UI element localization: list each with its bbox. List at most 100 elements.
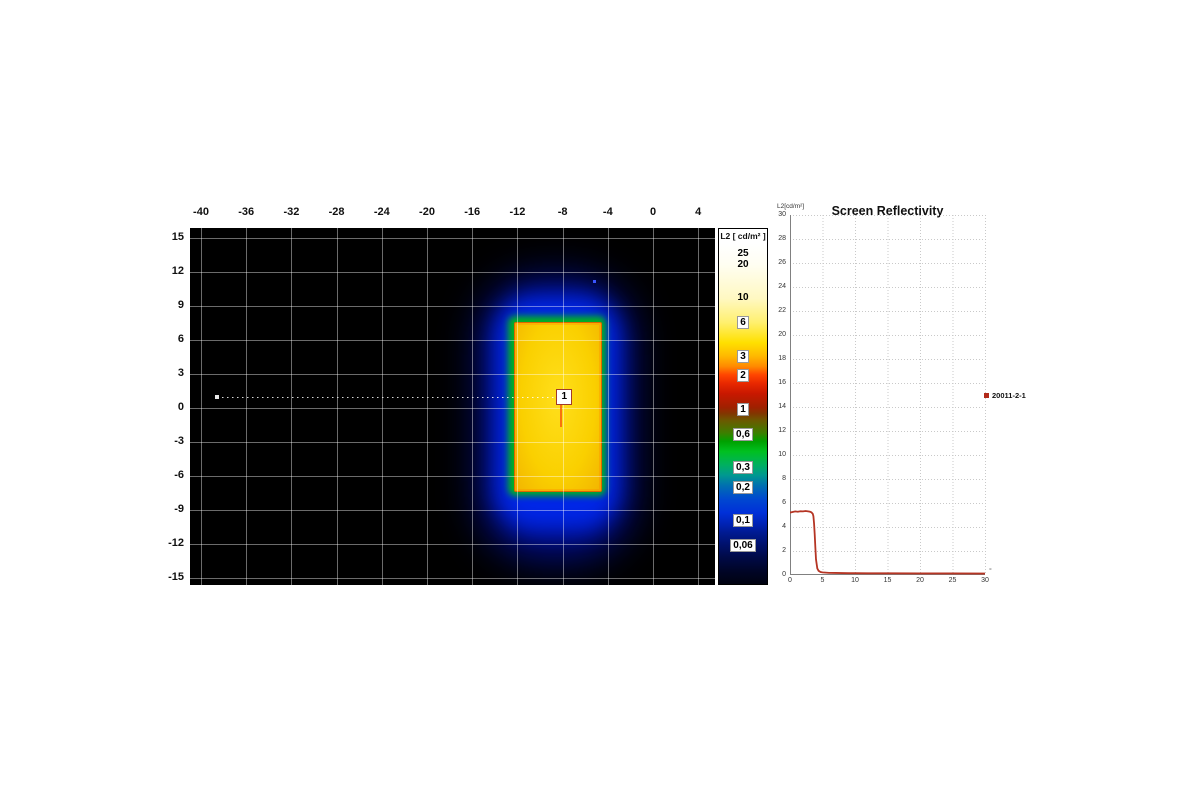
gridline-vertical xyxy=(472,228,474,585)
reflectivity-x-tick: 0 xyxy=(788,577,792,584)
gridline-horizontal xyxy=(190,441,715,443)
colorbar-title: L2 [ cd/m² ] xyxy=(720,231,766,241)
gridline-vertical xyxy=(562,228,564,585)
x-tick-label: -36 xyxy=(238,206,255,218)
x-tick-label: 0 xyxy=(649,206,657,218)
reflectivity-y-tick: 12 xyxy=(778,427,786,434)
reflectivity-curve xyxy=(789,510,986,575)
y-tick-label: -12 xyxy=(168,536,184,549)
legend-marker xyxy=(984,393,989,398)
grid-layer xyxy=(190,228,715,585)
reflectivity-y-tick: 6 xyxy=(782,499,786,506)
x-tick-label: -12 xyxy=(509,206,526,218)
gridline-horizontal xyxy=(190,373,715,375)
colorbar-label: 10 xyxy=(719,292,767,304)
x-tick-label: -4 xyxy=(602,206,613,218)
measurement-line-start-dot xyxy=(214,394,219,399)
y-tick-label: -15 xyxy=(168,570,184,583)
colorbar: L2 [ cd/m² ] 25 20 10 6 3 2 1 0,6 0,3 0,2 0,1 0,06 xyxy=(718,228,768,585)
y-tick-label: 0 xyxy=(177,400,184,413)
colorbar-label-text: 20 xyxy=(737,258,749,270)
gridline-vertical xyxy=(698,228,700,585)
x-tick-label: -32 xyxy=(283,206,300,218)
gridline-vertical xyxy=(427,228,428,585)
gridline-horizontal xyxy=(190,305,715,307)
y-tick-label: -9 xyxy=(174,502,184,515)
gridline-vertical xyxy=(336,228,338,585)
colorbar-label-text: 0,3 xyxy=(733,461,753,475)
reflectivity-y-tick: 2 xyxy=(782,547,786,554)
y-tick-label: 3 xyxy=(177,366,184,379)
colorbar-label: 0,6 xyxy=(719,427,767,441)
y-tick-label: 9 xyxy=(177,298,184,311)
gridline-horizontal xyxy=(190,509,715,511)
colorbar-label: 0,06 xyxy=(719,538,767,552)
reflectivity-y-tick: 26 xyxy=(778,259,786,266)
reflectivity-plot xyxy=(789,215,986,575)
colorbar-label-text: 6 xyxy=(737,316,749,330)
x-axis-unit: ° xyxy=(989,568,992,575)
colorbar-label-text: 3 xyxy=(737,349,749,363)
reflectivity-x-tick: 5 xyxy=(820,577,825,584)
colorbar-label-text: 0,6 xyxy=(733,427,753,441)
gridline-vertical xyxy=(653,228,654,585)
y-tick-label: 6 xyxy=(177,332,184,345)
region-marker-1[interactable]: 1 xyxy=(556,388,573,405)
gridline-vertical xyxy=(201,228,202,585)
reflectivity-x-tick: 20 xyxy=(916,577,924,584)
colorbar-label-text: 25 xyxy=(737,248,749,259)
reflectivity-y-tick: 24 xyxy=(778,283,786,290)
gridline-vertical xyxy=(246,228,248,585)
reflectivity-y-tick: 22 xyxy=(778,307,786,314)
reflectivity-x-tick: 25 xyxy=(948,577,957,584)
legend: 20011-2-1 xyxy=(984,391,1026,400)
colorbar-label: 3 xyxy=(719,349,767,363)
colorbar-label: 0,3 xyxy=(719,461,767,475)
legend-series-label: 20011-2-1 xyxy=(992,391,1026,400)
reflectivity-y-tick: 4 xyxy=(782,523,786,530)
colorbar-label-text: 2 xyxy=(737,369,749,383)
colorbar-label: 2 xyxy=(719,369,767,383)
gridline-horizontal xyxy=(190,339,715,341)
region-marker-pole xyxy=(560,401,563,427)
gridline-horizontal xyxy=(190,475,715,477)
y-tick-label: 15 xyxy=(171,231,184,243)
gridline-horizontal xyxy=(190,238,715,239)
reflectivity-y-tick: 18 xyxy=(778,355,786,362)
reflectivity-x-tick: 10 xyxy=(851,577,859,584)
reflectivity-y-tick: 10 xyxy=(778,451,786,458)
gridline-horizontal xyxy=(190,577,715,579)
x-tick-label: 4 xyxy=(695,206,702,218)
x-tick-label: -40 xyxy=(193,206,209,218)
gridline-vertical xyxy=(517,228,519,585)
reflectivity-y-tick: 14 xyxy=(778,403,786,410)
gridline-vertical xyxy=(291,228,293,585)
y-tick-label: -6 xyxy=(174,468,184,481)
colorbar-label-text: 0,1 xyxy=(733,514,753,528)
colorbar-label-text: 0,06 xyxy=(730,538,756,552)
x-tick-label: -8 xyxy=(557,206,568,218)
x-tick-label: -24 xyxy=(373,206,390,218)
gridline-vertical xyxy=(607,228,609,585)
y-tick-label: -3 xyxy=(174,434,184,447)
gridline-horizontal xyxy=(190,543,715,545)
colorbar-label: 20 xyxy=(719,259,767,271)
reflectivity-x-tick: 15 xyxy=(883,577,892,584)
gridline-horizontal xyxy=(190,407,715,409)
colorbar-label: 0,1 xyxy=(719,514,767,528)
reflectivity-y-tick: 28 xyxy=(778,235,786,242)
reflectivity-svg xyxy=(789,215,986,575)
colorbar-label-text: 0,2 xyxy=(733,480,753,494)
reflectivity-y-tick: 30 xyxy=(778,211,786,218)
reflectivity-y-tick: 20 xyxy=(778,331,786,338)
colorbar-label: 1 xyxy=(719,402,767,416)
reflectivity-y-tick: 0 xyxy=(782,571,786,578)
x-tick-label: -28 xyxy=(328,206,345,218)
colorbar-label: 25 xyxy=(719,248,767,260)
measurement-line xyxy=(216,396,557,398)
colorbar-label-text: 1 xyxy=(737,402,749,416)
reflectivity-y-tick: 8 xyxy=(782,475,786,482)
y-tick-label: 12 xyxy=(171,264,184,277)
luminance-screen-region xyxy=(514,321,602,492)
y-axis-unit-label: L2[cd/m²] xyxy=(777,203,805,210)
